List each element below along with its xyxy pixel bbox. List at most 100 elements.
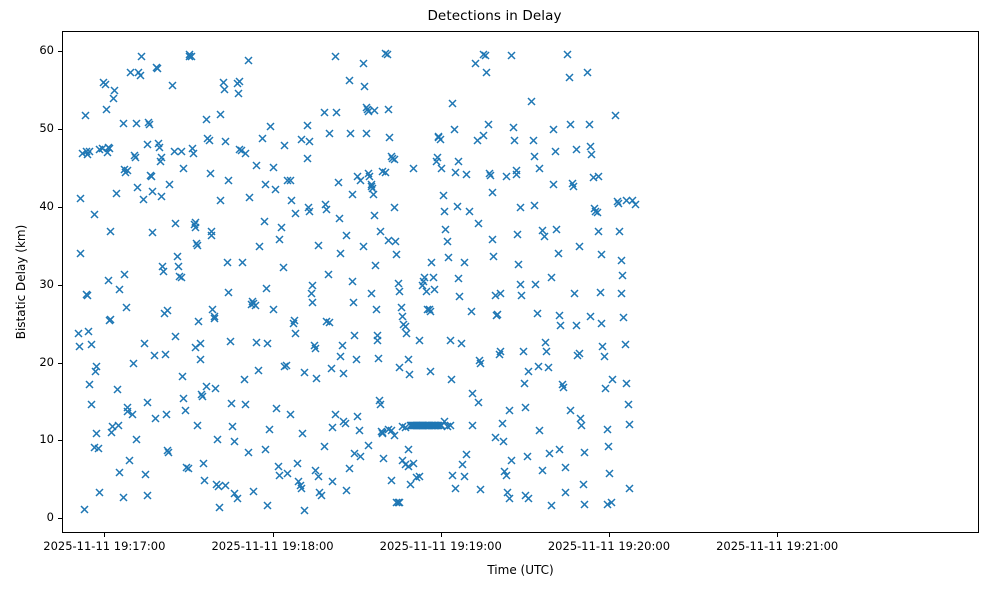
scatter-point <box>322 205 331 214</box>
scatter-point <box>443 237 452 246</box>
scatter-point <box>128 410 137 419</box>
scatter-point <box>352 355 361 364</box>
scatter-point <box>314 472 323 481</box>
scatter-point <box>303 121 312 130</box>
scatter-point <box>446 421 455 430</box>
scatter-point <box>424 421 433 430</box>
scatter-point <box>255 242 264 251</box>
scatter-point <box>398 312 407 321</box>
scatter-point <box>190 220 199 229</box>
scatter-point <box>554 249 563 258</box>
scatter-point <box>496 347 505 356</box>
scatter-point <box>395 498 404 507</box>
scatter-point <box>95 488 104 497</box>
scatter-point <box>509 123 518 132</box>
scatter-point <box>577 421 586 430</box>
scatter-point <box>364 441 373 450</box>
scatter-point <box>439 191 448 200</box>
scatter-point <box>519 347 528 356</box>
scatter-point <box>603 500 612 509</box>
scatter-point <box>586 312 595 321</box>
y-tick-label: 60 <box>39 43 54 58</box>
scatter-point <box>387 476 396 485</box>
scatter-point <box>333 178 343 188</box>
scatter-point <box>296 481 305 490</box>
scatter-point <box>107 428 116 437</box>
scatter-point <box>625 420 634 429</box>
scatter-point <box>467 307 476 316</box>
scatter-point <box>193 241 202 250</box>
scatter-point <box>615 227 624 236</box>
scatter-point <box>427 258 436 267</box>
scatter-point <box>561 488 570 497</box>
scatter-point <box>202 115 211 124</box>
scatter-point <box>458 460 467 469</box>
scatter-point <box>360 82 369 91</box>
scatter-point <box>378 429 387 438</box>
chart-title: Detections in Delay <box>427 8 562 24</box>
scatter-point <box>249 299 258 308</box>
scatter-point <box>185 50 194 59</box>
scatter-point <box>191 343 200 353</box>
scatter-point <box>572 321 581 330</box>
scatter-point <box>104 143 113 152</box>
scatter-point <box>433 421 442 430</box>
scatter-point <box>401 460 410 469</box>
scatter-point <box>210 314 219 323</box>
scatter-point <box>489 252 498 261</box>
scatter-point <box>261 445 270 454</box>
scatter-point <box>99 78 108 87</box>
scatter-point <box>249 487 258 496</box>
x-tick-mark <box>608 533 610 537</box>
scatter-point <box>121 168 130 177</box>
scatter-point <box>126 68 135 77</box>
scatter-point <box>85 380 94 389</box>
scatter-point <box>370 106 379 115</box>
scatter-point <box>428 421 437 430</box>
scatter-point <box>516 203 525 212</box>
scatter-point <box>262 284 271 293</box>
scatter-point <box>346 129 355 138</box>
scatter-point <box>384 236 393 245</box>
scatter-point <box>112 189 121 198</box>
scatter-point <box>535 164 544 173</box>
y-tick-mark <box>58 51 62 53</box>
scatter-point <box>105 144 114 153</box>
scatter-point <box>349 298 358 307</box>
x-tick-label: 2025-11-11 19:19:00 <box>379 539 502 553</box>
scatter-point <box>415 472 424 481</box>
scatter-point <box>394 279 403 288</box>
scatter-point <box>408 421 417 430</box>
scatter-point <box>294 477 303 486</box>
scatter-point <box>540 232 549 241</box>
scatter-point <box>492 311 501 320</box>
scatter-point <box>544 363 553 372</box>
scatter-point <box>462 450 471 459</box>
scatter-point <box>325 129 334 138</box>
scatter-point <box>524 494 533 503</box>
scatter-point <box>440 417 449 426</box>
scatter-point <box>108 422 117 431</box>
scatter-point <box>476 485 486 494</box>
scatter-point <box>483 120 493 129</box>
scatter-point <box>304 203 313 212</box>
scatter-point <box>105 316 114 325</box>
scatter-point <box>504 494 514 503</box>
scatter-point <box>423 305 432 314</box>
scatter-point <box>143 398 152 407</box>
scatter-point <box>244 55 253 65</box>
scatter-point <box>378 167 387 176</box>
scatter-point <box>381 48 390 58</box>
scatter-point <box>432 421 441 430</box>
scatter-point <box>83 291 92 300</box>
scatter-point <box>342 231 351 240</box>
scatter-point <box>590 204 599 213</box>
scatter-point <box>369 190 378 199</box>
scatter-point <box>621 340 630 349</box>
scatter-point <box>446 336 455 345</box>
scatter-point <box>589 173 598 182</box>
scatter-point <box>436 135 445 144</box>
scatter-point <box>450 125 459 134</box>
scatter-point <box>434 132 443 141</box>
scatter-point <box>106 315 115 324</box>
